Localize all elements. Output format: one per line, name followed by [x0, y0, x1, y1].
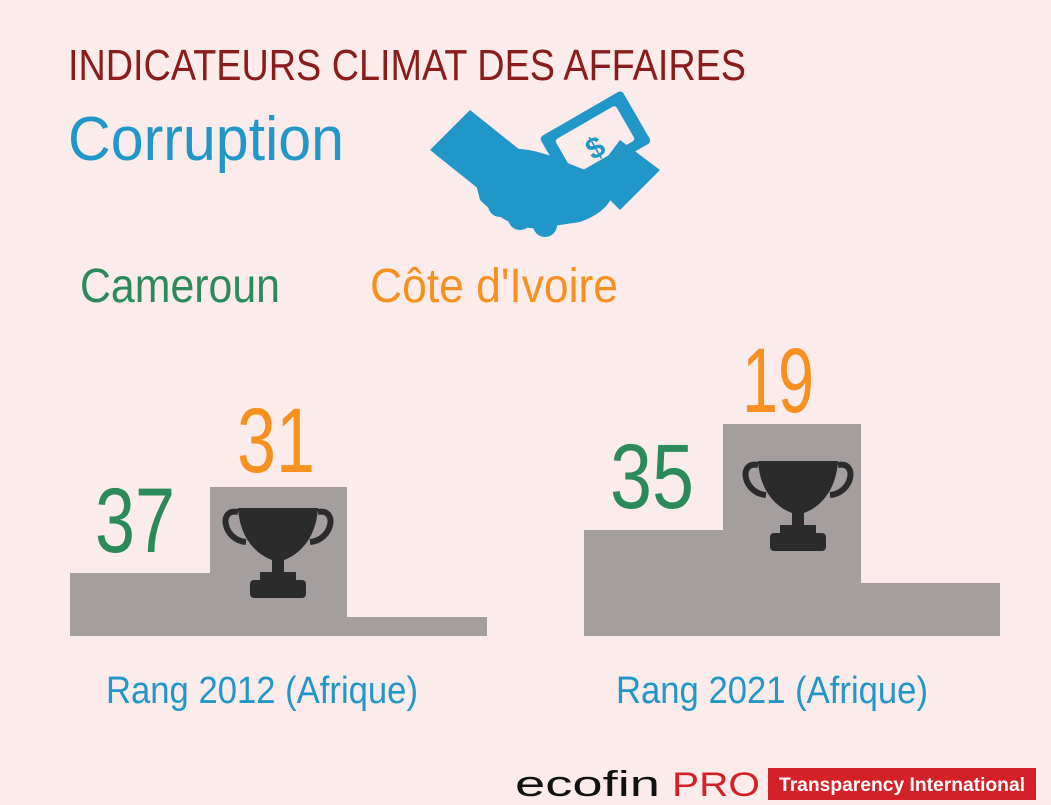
podium-label-2012: Rang 2012 (Afrique) [106, 670, 418, 712]
trophy-icon [222, 508, 334, 598]
legend-cote-ivoire: Côte d'Ivoire [370, 260, 618, 313]
brand-suffix: PRO [672, 766, 760, 804]
title: INDICATEURS CLIMAT DES AFFAIRES [68, 41, 746, 90]
brand: ecofin [515, 763, 660, 804]
handshake-icon: $ [430, 91, 660, 237]
source: Transparency International [779, 775, 1025, 796]
source-box [768, 768, 1036, 800]
podium-2021 [584, 424, 1000, 636]
trophy-icon [742, 461, 854, 551]
rank-cote-ivoire-2021: 19 [742, 330, 814, 432]
rank-cote-ivoire-2012: 31 [237, 390, 315, 492]
subtitle: Corruption [68, 105, 344, 174]
podium-label-2021: Rang 2021 (Afrique) [616, 670, 928, 712]
rank-cameroun-2021: 35 [610, 426, 694, 528]
legend-cameroun: Cameroun [80, 260, 280, 313]
rank-cameroun-2012: 37 [95, 470, 175, 572]
